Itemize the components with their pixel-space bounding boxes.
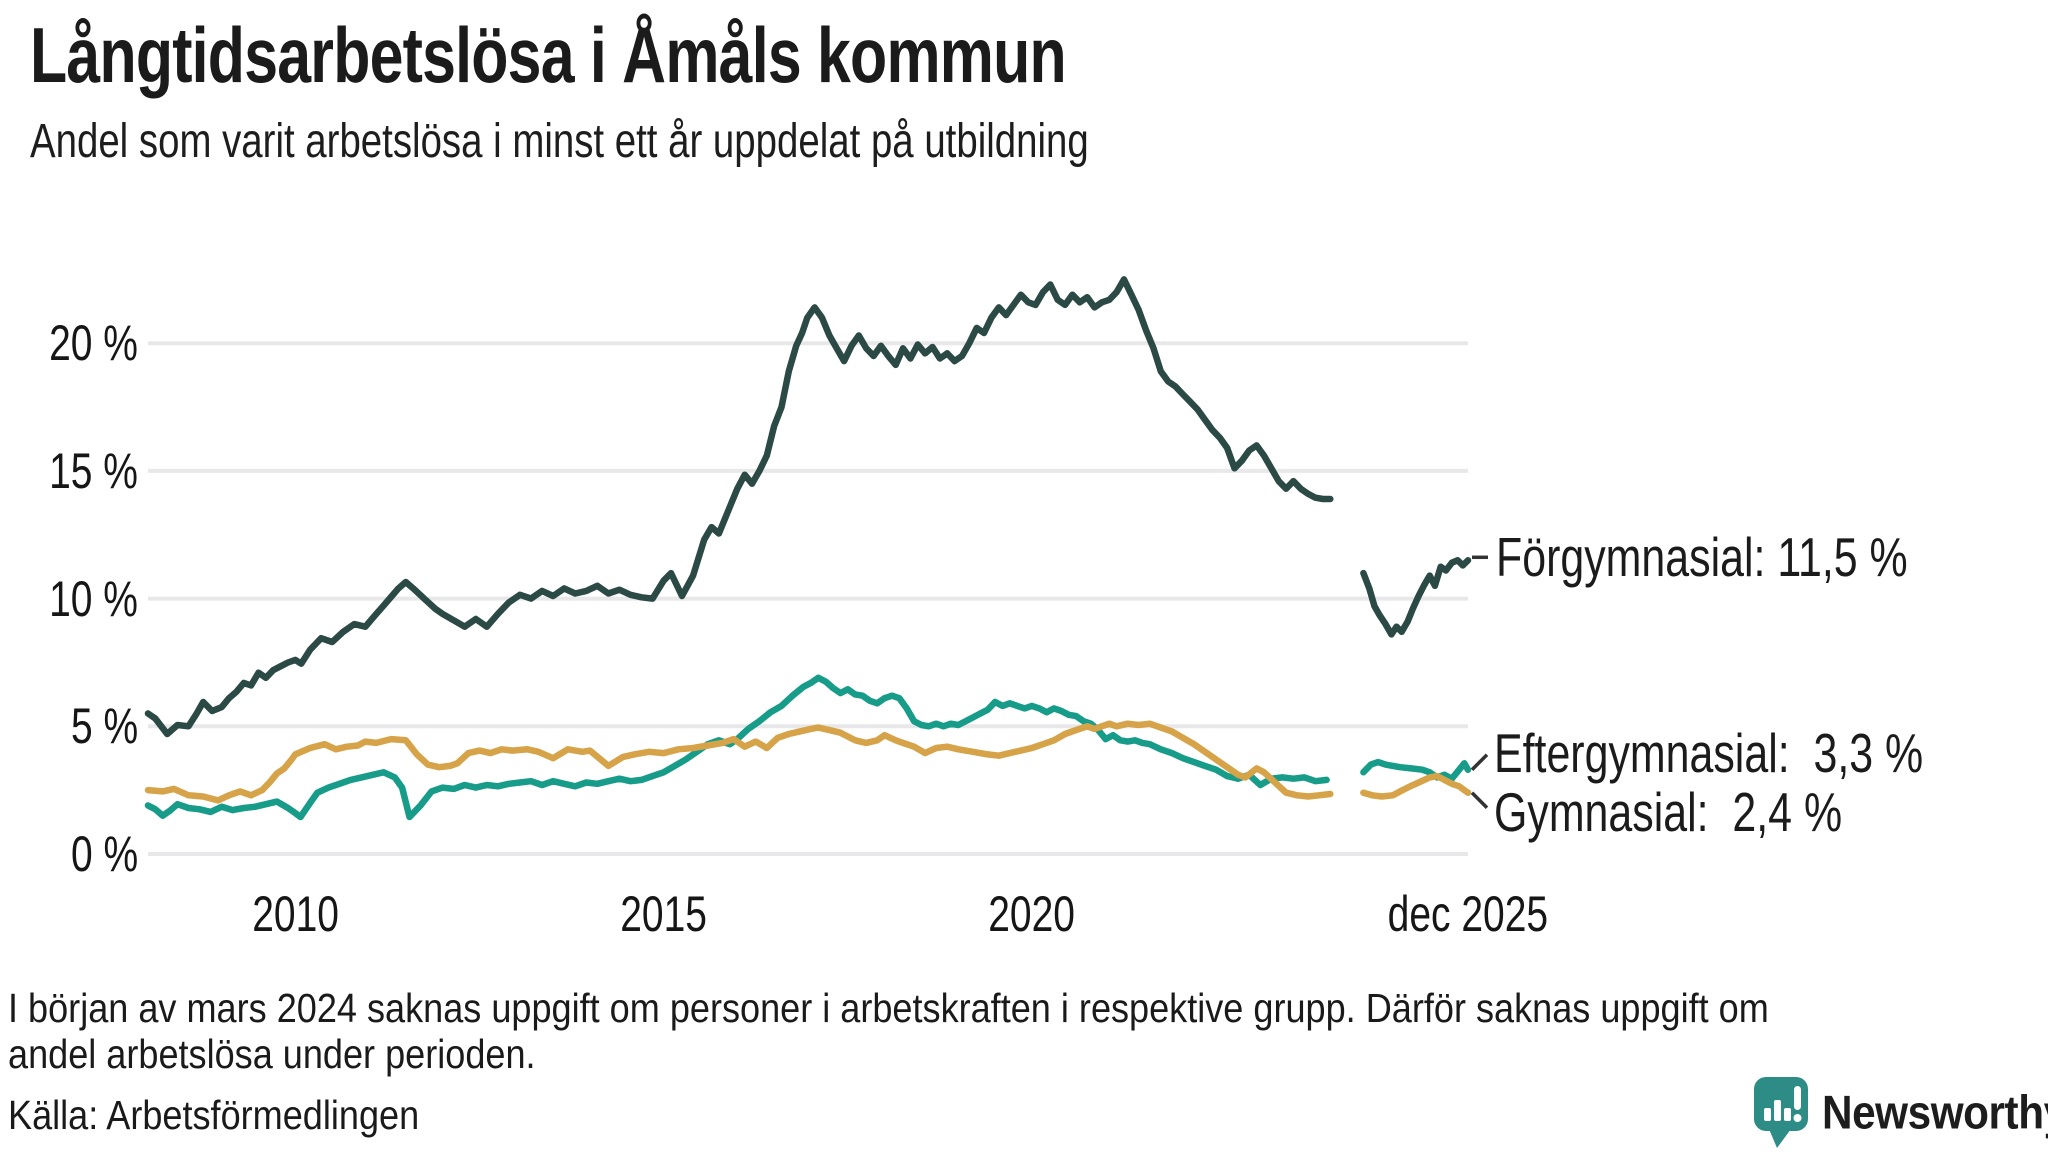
series-line-eftergymnasial: [144, 674, 1472, 821]
y-tick-label: 10 %: [49, 570, 138, 627]
x-tick-label: 2010: [251, 886, 339, 942]
newsworthy-brand-name: Newsworthy: [1822, 1085, 2048, 1139]
series-label-forgymnasial: Förgymnasial: 11,5 %: [1496, 526, 1908, 589]
label-leader-line: [1470, 791, 1489, 809]
y-tick-label: 5 %: [70, 698, 138, 755]
y-tick-label: 0 %: [70, 826, 138, 882]
x-tick-label: 2015: [620, 886, 707, 942]
series-line-gymnasial: [144, 720, 1472, 804]
label-leader-line: [1470, 753, 1489, 771]
page-subtitle: Andel som varit arbetslösa i minst ett å…: [30, 115, 1089, 168]
source-credit: Källa: Arbetsförmedlingen: [8, 1092, 420, 1138]
series-label-gymnasial: Gymnasial: 2,4 %: [1494, 780, 1843, 843]
bar-chart-exclamation-bubble-icon: [1754, 1077, 1808, 1148]
x-tick-label: 2020: [988, 886, 1076, 942]
series-line-förgymnasial: [144, 276, 1472, 738]
newsworthy-logo-mark: [1754, 1077, 1808, 1148]
page-title: Långtidsarbetslösa i Åmåls kommun: [30, 11, 1067, 99]
x-tick-label: dec 2025: [1387, 886, 1549, 942]
y-tick-label: 15 %: [49, 442, 138, 499]
series-label-eftergymnasial: Eftergymnasial: 3,3 %: [1494, 721, 1924, 784]
footnote-line-1: I början av mars 2024 saknas uppgift om …: [8, 985, 1769, 1031]
y-tick-label: 20 %: [49, 315, 138, 372]
footnote-line-2: andel arbetslösa under perioden.: [8, 1031, 536, 1077]
